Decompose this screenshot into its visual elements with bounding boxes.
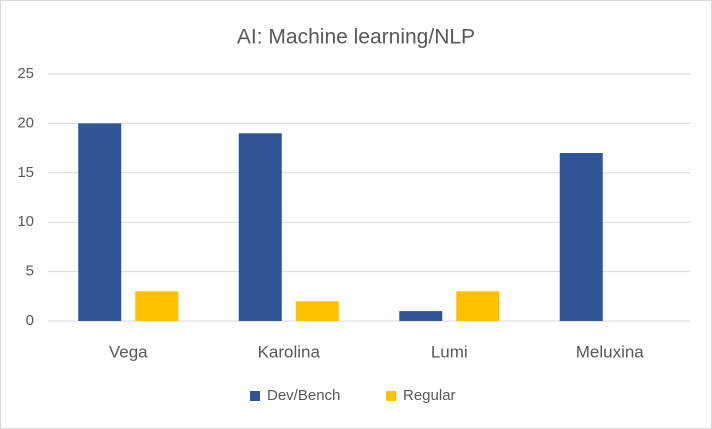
y-tick-label: 0: [26, 312, 34, 329]
x-tick-label: Vega: [109, 342, 148, 361]
x-tick-label: Meluxina: [576, 342, 645, 361]
bar: [238, 133, 282, 321]
bar: [559, 153, 603, 321]
y-tick-label: 10: [17, 213, 34, 230]
bar: [295, 301, 339, 321]
bar: [135, 291, 179, 321]
x-tick-label: Karolina: [258, 342, 321, 361]
legend-swatch: [386, 391, 396, 401]
legend-label: Dev/Bench: [267, 387, 340, 404]
y-tick-label: 15: [17, 164, 34, 181]
y-tick-label: 20: [17, 114, 34, 131]
y-tick-label: 5: [26, 263, 34, 280]
legend-label: Regular: [403, 387, 456, 404]
chart-title: AI: Machine learning/NLP: [237, 26, 475, 49]
y-tick-label: 25: [17, 65, 34, 82]
bar: [399, 311, 443, 321]
bar: [456, 291, 500, 321]
legend-swatch: [250, 391, 260, 401]
x-tick-label: Lumi: [431, 342, 468, 361]
bar: [78, 123, 122, 322]
